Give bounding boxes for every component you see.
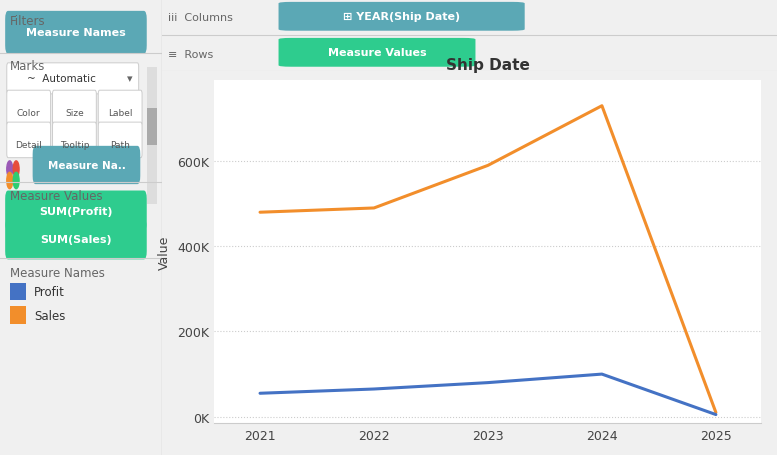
Text: Measure Names: Measure Names (26, 28, 126, 38)
Text: iii  Columns: iii Columns (168, 13, 232, 23)
Text: Path: Path (110, 141, 130, 150)
Circle shape (13, 173, 19, 189)
Bar (9, 283, 26, 300)
FancyBboxPatch shape (98, 123, 142, 158)
Circle shape (13, 162, 19, 178)
Text: ⊞ YEAR(Ship Date): ⊞ YEAR(Ship Date) (343, 12, 460, 22)
FancyBboxPatch shape (5, 220, 147, 260)
Text: Label: Label (108, 109, 132, 118)
FancyBboxPatch shape (278, 3, 524, 32)
Text: Sales: Sales (34, 309, 65, 322)
Text: Profit: Profit (34, 285, 64, 298)
Title: Ship Date: Ship Date (446, 58, 530, 73)
Circle shape (7, 173, 12, 189)
Text: Color: Color (17, 109, 40, 118)
FancyBboxPatch shape (53, 123, 96, 158)
FancyBboxPatch shape (53, 91, 96, 126)
Text: ~  Automatic: ~ Automatic (27, 74, 96, 84)
FancyBboxPatch shape (7, 123, 51, 158)
FancyBboxPatch shape (33, 147, 141, 185)
Text: Size: Size (65, 109, 84, 118)
FancyBboxPatch shape (7, 64, 138, 95)
Text: SUM(Sales): SUM(Sales) (40, 235, 112, 245)
Text: Tooltip: Tooltip (60, 141, 89, 150)
Text: Measure Values: Measure Values (328, 48, 427, 58)
Text: Measure Names: Measure Names (9, 266, 105, 279)
Text: SUM(Profit): SUM(Profit) (39, 206, 113, 216)
FancyBboxPatch shape (5, 191, 147, 231)
FancyBboxPatch shape (278, 39, 476, 68)
FancyBboxPatch shape (98, 91, 142, 126)
Circle shape (7, 162, 12, 178)
Text: ≡  Rows: ≡ Rows (168, 50, 213, 60)
Bar (9, 307, 26, 324)
Text: Detail: Detail (16, 141, 42, 150)
Text: Measure Values: Measure Values (9, 190, 103, 203)
Text: ▾: ▾ (127, 74, 132, 84)
Y-axis label: Value: Value (159, 235, 172, 269)
Text: Measure Na..: Measure Na.. (47, 161, 125, 171)
FancyBboxPatch shape (5, 12, 147, 55)
Bar (147, 68, 157, 205)
Text: Marks: Marks (9, 60, 45, 73)
Bar (147, 109, 157, 146)
FancyBboxPatch shape (7, 91, 51, 126)
Text: Filters: Filters (9, 15, 45, 28)
